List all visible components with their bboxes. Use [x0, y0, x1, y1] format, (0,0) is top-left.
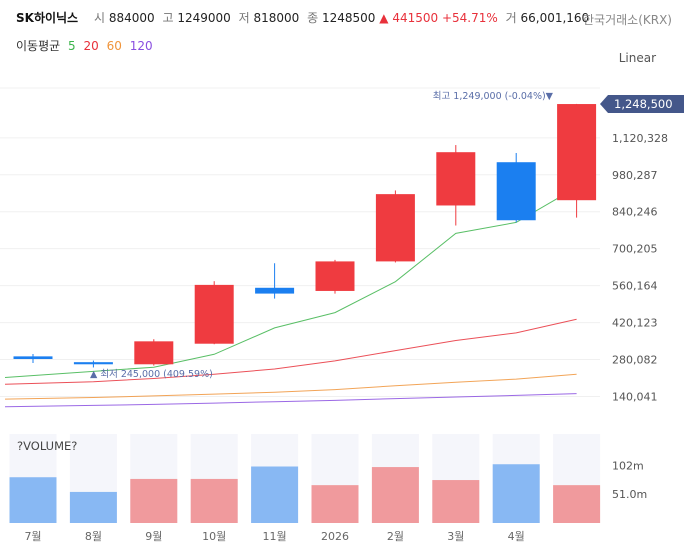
x-axis-tick-label: 9월	[145, 530, 162, 543]
x-axis-tick-label: 10월	[202, 530, 226, 543]
x-axis-tick-label: 2026	[321, 530, 349, 543]
volume-bar	[130, 478, 178, 523]
y-axis-tick-label: 840,246	[612, 206, 658, 219]
volume-title: ?VOLUME?	[17, 439, 77, 453]
volume-label: 거	[505, 11, 517, 25]
moving-average-line-120	[4, 393, 577, 408]
scale-mode-toggle[interactable]: Linear	[618, 51, 656, 65]
moving-average-legend[interactable]: 이동평균 5 20 60 120	[16, 37, 157, 54]
volume-bar	[9, 477, 57, 523]
candle-body	[557, 104, 597, 201]
change-percent: +54.71%	[441, 11, 498, 25]
volume-bar	[251, 466, 299, 523]
high-value: 1249000	[177, 11, 231, 25]
last-price-label: 1,248,500	[614, 97, 673, 111]
stock-name[interactable]: SK하이닉스	[16, 11, 79, 25]
ma-legend-120: 120	[129, 39, 153, 53]
min-price-annotation: ▲ 최저 245,000 (409.59%)	[90, 369, 213, 380]
open-value: 884000	[108, 11, 155, 25]
volume-axis-tick-label: 51.0m	[612, 488, 647, 501]
moving-average-line-5	[4, 186, 577, 378]
volume-axis-tick-label: 102m	[612, 459, 644, 472]
candle-body	[436, 152, 476, 206]
x-axis-tick-label: 7월	[24, 530, 41, 543]
change-value: ▲ 441500	[379, 11, 439, 25]
volume-bar	[432, 480, 480, 523]
close-label: 종	[307, 11, 319, 25]
candle-body	[134, 341, 174, 365]
x-axis-tick-label: 3월	[447, 530, 464, 543]
volume-bar	[190, 478, 238, 523]
last-price-badge	[600, 95, 684, 114]
close-value: 1248500	[322, 11, 376, 25]
max-price-annotation: 최고 1,249,000 (-0.04%)▼	[433, 91, 554, 102]
x-axis-tick-label: 8월	[85, 530, 102, 543]
ma-legend-5: 5	[68, 39, 76, 53]
ma-legend-60: 60	[106, 39, 122, 53]
candle-body	[73, 362, 113, 365]
volume-bar	[553, 485, 601, 523]
volume-bar	[371, 467, 419, 523]
high-label: 고	[162, 11, 174, 25]
y-axis-tick-label: 560,164	[612, 280, 658, 293]
x-axis-tick-label: 11월	[263, 530, 287, 543]
volume-value: 66,001,160	[520, 11, 590, 25]
y-axis-tick-label: 420,123	[612, 317, 658, 330]
candle-body	[194, 284, 234, 344]
y-axis-tick-label: 980,287	[612, 169, 658, 182]
x-axis-tick-label: 2월	[387, 530, 404, 543]
low-value: 818000	[253, 11, 300, 25]
ma-legend-title: 이동평균	[16, 39, 61, 53]
candle-body	[375, 194, 415, 262]
moving-average-line-20	[4, 318, 577, 385]
stock-header: SK하이닉스 시 884000 고 1249000 저 818000 종 124…	[16, 9, 589, 26]
volume-bar	[311, 485, 359, 523]
y-axis-tick-label: 1,120,328	[612, 132, 668, 145]
candle-body	[496, 162, 536, 221]
y-axis-tick-label: 140,041	[612, 390, 658, 403]
moving-average-line-60	[4, 373, 577, 400]
volume-bar	[69, 491, 117, 523]
candle-body	[315, 261, 355, 291]
x-axis-tick-label: 4월	[508, 530, 525, 543]
y-axis-tick-label: 280,082	[612, 354, 658, 367]
y-axis-tick-label: 700,205	[612, 243, 658, 256]
exchange-label: 한국거래소(KRX)	[583, 13, 672, 27]
volume-bar	[492, 464, 540, 523]
candle-body	[13, 356, 53, 360]
ma-legend-20: 20	[83, 39, 99, 53]
open-label: 시	[93, 11, 105, 25]
candle-body	[255, 287, 295, 294]
low-label: 저	[238, 11, 250, 25]
